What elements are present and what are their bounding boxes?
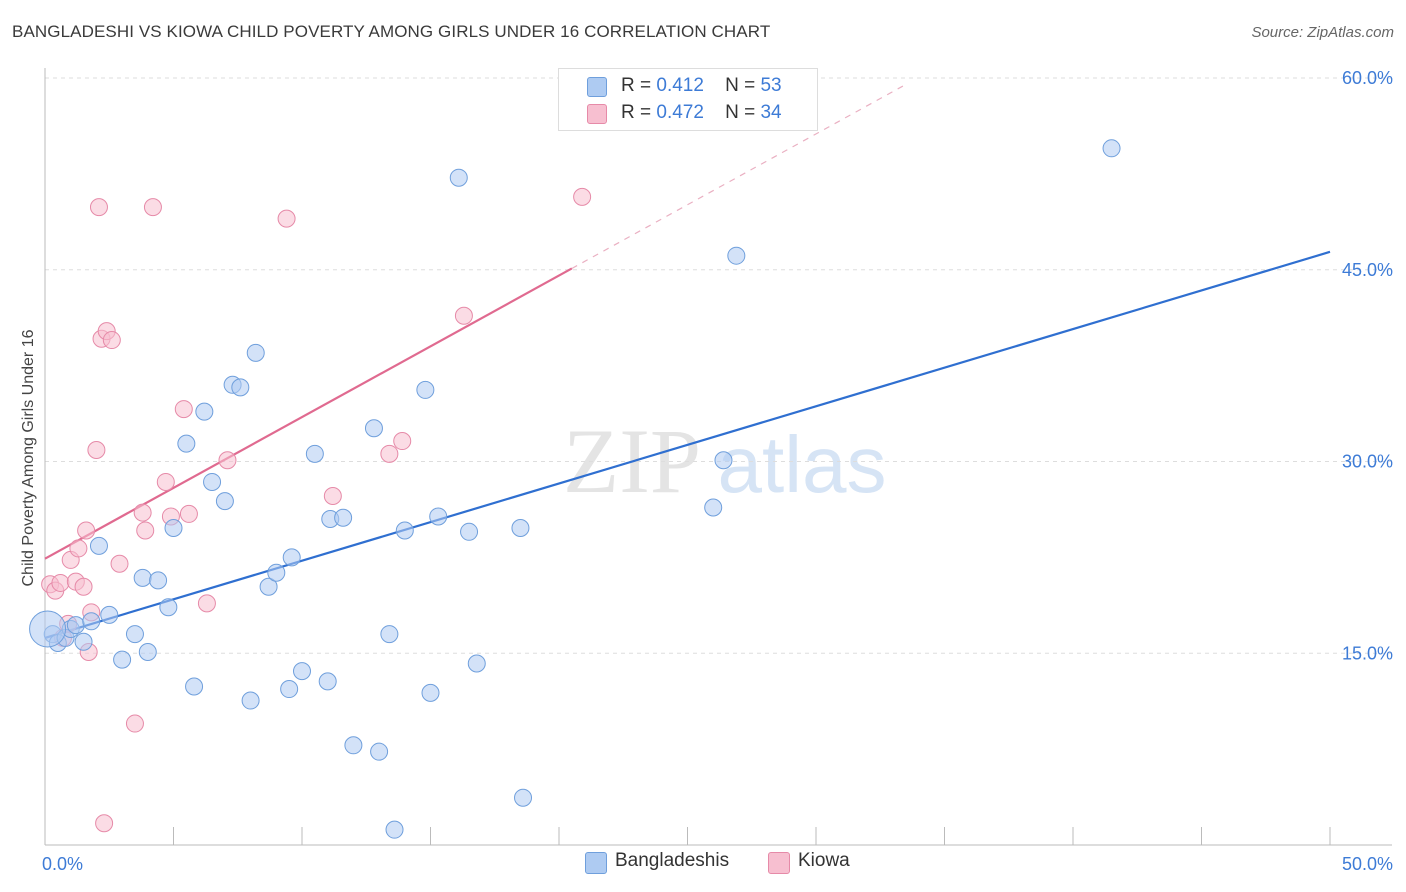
x-tick-label: 50.0% <box>1342 854 1393 874</box>
legend-r-label: R = <box>621 75 651 96</box>
data-point-bangladeshis <box>1103 140 1120 157</box>
data-point-kiowa <box>137 522 154 539</box>
data-point-bangladeshis <box>417 381 434 398</box>
scatter-chart: ZIP atlas 15.0%30.0%45.0%60.0%0.0%50.0% <box>0 0 1406 892</box>
data-point-bangladeshis <box>705 499 722 516</box>
data-point-kiowa <box>111 555 128 572</box>
data-point-bangladeshis <box>186 678 203 695</box>
data-point-kiowa <box>180 505 197 522</box>
data-point-bangladeshis <box>371 743 388 760</box>
data-point-bangladeshis <box>83 613 100 630</box>
data-point-kiowa <box>103 332 120 349</box>
legend-r-value: 0.412 <box>656 75 704 96</box>
data-point-bangladeshis <box>281 681 298 698</box>
data-point-bangladeshis <box>430 508 447 525</box>
legend-swatch-pink <box>587 104 607 124</box>
legend-label-kiowa: Kiowa <box>798 850 850 872</box>
data-point-kiowa <box>175 401 192 418</box>
data-point-bangladeshis <box>178 435 195 452</box>
data-point-kiowa <box>78 522 95 539</box>
x-tick-label: 0.0% <box>42 854 83 874</box>
data-point-bangladeshis <box>306 445 323 462</box>
data-point-kiowa <box>52 574 69 591</box>
data-point-kiowa <box>134 504 151 521</box>
y-tick-label: 60.0% <box>1342 68 1393 88</box>
legend-n-value: 34 <box>760 102 781 123</box>
legend-n-label: N = <box>725 75 755 96</box>
data-point-bangladeshis <box>67 617 84 634</box>
data-point-bangladeshis <box>294 663 311 680</box>
data-point-bangladeshis <box>283 549 300 566</box>
data-point-bangladeshis <box>422 684 439 701</box>
legend-swatch-blue <box>585 852 607 874</box>
legend-swatch-pink <box>768 852 790 874</box>
data-point-kiowa <box>144 199 161 216</box>
legend-label-bangladeshis: Bangladeshis <box>615 850 729 872</box>
data-point-bangladeshis <box>101 606 118 623</box>
data-point-bangladeshis <box>345 737 362 754</box>
data-point-bangladeshis <box>126 626 143 643</box>
legend-r-label: R = <box>621 102 651 123</box>
data-point-bangladeshis <box>196 403 213 420</box>
data-point-bangladeshis <box>90 537 107 554</box>
data-point-bangladeshis <box>715 452 732 469</box>
data-point-kiowa <box>324 488 341 505</box>
data-point-kiowa <box>90 199 107 216</box>
data-point-bangladeshis <box>365 420 382 437</box>
data-point-bangladeshis <box>232 379 249 396</box>
trendline-bangladeshis <box>45 252 1330 638</box>
data-point-kiowa <box>88 441 105 458</box>
data-point-bangladeshis <box>268 564 285 581</box>
y-tick-label: 30.0% <box>1342 452 1393 472</box>
data-point-kiowa <box>70 540 87 557</box>
data-point-bangladeshis <box>114 651 131 668</box>
data-point-bangladeshis <box>247 344 264 361</box>
data-point-kiowa <box>455 307 472 324</box>
data-point-kiowa <box>126 715 143 732</box>
data-point-kiowa <box>219 452 236 469</box>
y-tick-label: 15.0% <box>1342 643 1393 663</box>
y-tick-label: 45.0% <box>1342 260 1393 280</box>
data-point-bangladeshis <box>216 493 233 510</box>
data-point-kiowa <box>574 188 591 205</box>
data-point-kiowa <box>381 445 398 462</box>
data-point-bangladeshis <box>515 789 532 806</box>
data-point-bangladeshis <box>150 572 167 589</box>
data-point-bangladeshis <box>396 522 413 539</box>
data-point-bangladeshis <box>30 611 66 647</box>
trendline-kiowa <box>45 268 572 558</box>
legend-n-value: 53 <box>760 75 781 96</box>
data-point-kiowa <box>278 210 295 227</box>
correlation-legend: R = 0.412 N = 53 R = 0.472 N = 34 <box>558 68 818 131</box>
data-point-kiowa <box>96 815 113 832</box>
grid <box>45 78 1392 653</box>
data-point-bangladeshis <box>386 821 403 838</box>
legend-r-value: 0.472 <box>656 102 704 123</box>
trendlines <box>45 84 1330 638</box>
data-point-bangladeshis <box>204 473 221 490</box>
kiowa-points <box>42 188 591 831</box>
data-point-bangladeshis <box>512 519 529 536</box>
watermark-atlas: atlas <box>718 420 887 509</box>
data-point-kiowa <box>198 595 215 612</box>
data-point-bangladeshis <box>134 569 151 586</box>
data-point-kiowa <box>75 578 92 595</box>
data-point-kiowa <box>157 473 174 490</box>
data-point-bangladeshis <box>728 247 745 264</box>
data-point-bangladeshis <box>75 633 92 650</box>
data-point-bangladeshis <box>468 655 485 672</box>
data-point-bangladeshis <box>450 169 467 186</box>
data-point-bangladeshis <box>335 509 352 526</box>
data-point-bangladeshis <box>461 523 478 540</box>
legend-swatch-blue <box>587 77 607 97</box>
legend-n-label: N = <box>725 102 755 123</box>
data-point-bangladeshis <box>139 643 156 660</box>
data-point-bangladeshis <box>165 519 182 536</box>
data-point-kiowa <box>394 433 411 450</box>
data-point-bangladeshis <box>319 673 336 690</box>
data-point-bangladeshis <box>160 599 177 616</box>
data-point-bangladeshis <box>242 692 259 709</box>
data-point-bangladeshis <box>381 626 398 643</box>
